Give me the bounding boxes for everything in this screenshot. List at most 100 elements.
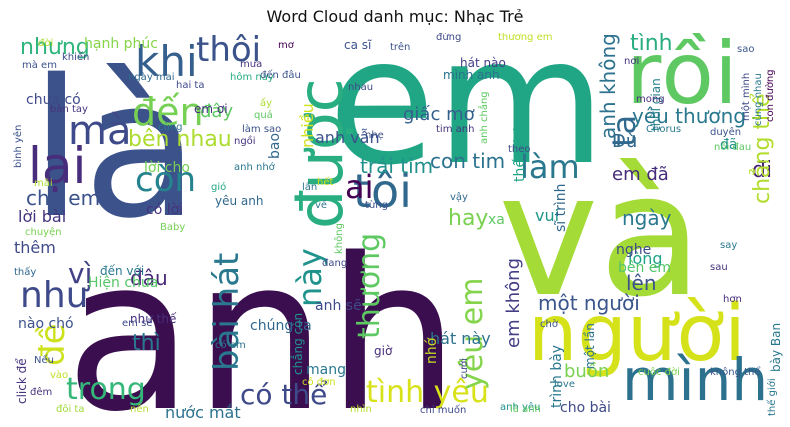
word-doi-ta: đôi ta [56, 404, 85, 415]
word-hai-ta: hai ta [176, 80, 205, 91]
word-ban-tay: bàn tay [50, 104, 88, 115]
word-loi-cho: lời cho [144, 160, 190, 176]
word-co-don: cô đơn [302, 377, 336, 388]
word-long: lòng [628, 249, 663, 268]
word-cho-em: cho em [26, 186, 101, 210]
word-them: thêm [14, 238, 56, 257]
word-gio: gió [211, 182, 227, 193]
word-nhin: nhìn [350, 404, 372, 415]
word-em-se: em sẽ [122, 318, 153, 329]
word-yeu-anh: yêu anh [215, 194, 264, 208]
word-duyen: duyên [710, 127, 742, 138]
word-la: là [30, 39, 200, 260]
word-xa: xa [488, 212, 505, 228]
word-cloud: anh là em và người rồi mình được lại tôi khi mà đến t… [10, 33, 784, 420]
word-nao-cho: nào chó [18, 316, 74, 332]
word-thuong: thương [352, 232, 387, 339]
word-say: say [720, 240, 738, 251]
word-bao: bao [267, 132, 283, 159]
word-co-loi: có lời [146, 202, 184, 218]
word-doi: đời [38, 38, 54, 49]
word-em: em [328, 33, 607, 204]
word-co-em: có em [215, 340, 246, 351]
word-the-gioi: thế giới [767, 378, 778, 416]
word-chi-muon: chỉ muốn [420, 405, 467, 416]
word-cuoi: cười [459, 358, 470, 379]
word-bay-ban: bày Ban [769, 322, 783, 372]
word-cuoc-doi: cuộc đời [638, 367, 680, 378]
word-dung: đừng [436, 33, 462, 43]
word-chuyen: chuyện [25, 227, 62, 238]
word-anh-nho: anh nhớ [234, 162, 275, 173]
word-anh: anh [65, 213, 460, 421]
word-lan: lần [302, 182, 318, 193]
word-love: love [554, 379, 575, 390]
word-si-trinh: sĩ trình [553, 183, 569, 232]
word-ve: về [315, 200, 328, 211]
word-nhu-the: như thế [130, 312, 177, 326]
word-vi: vì [68, 257, 93, 290]
word-tinh: tình [630, 33, 673, 56]
word-nhieu: nhiều [298, 103, 317, 148]
word-hon: hơn [723, 294, 742, 305]
word-bai-hat: bài hát [207, 252, 247, 371]
word-mong: mong [636, 94, 665, 105]
word-sau: sau [710, 262, 728, 273]
word-sao: sao [737, 44, 755, 55]
word-cung: cùng [158, 122, 183, 133]
word-tren: trên [390, 42, 411, 53]
word-khong: không [334, 223, 345, 254]
word-va: và [498, 137, 703, 335]
word-mot-lan: một lần [583, 323, 597, 369]
word-vui: vui [535, 206, 560, 225]
word-mua: mưa [240, 59, 263, 70]
word-nuoc-mat: nước mắt [165, 403, 241, 421]
word-dem: đêm [30, 387, 53, 398]
word-hanh-phuc: hạnh phúc [84, 36, 158, 52]
word-anh-chang: anh chẳng [479, 91, 490, 144]
word-mo: mơ [278, 40, 294, 51]
word-den-voi: đến với [100, 264, 145, 278]
word-thuong-em: thương em [498, 33, 553, 43]
word-vao: vào [50, 370, 69, 381]
word-ca-si: ca sĩ [344, 38, 372, 52]
word-ben-nhau: bên nhau [128, 127, 232, 152]
word-nhau: nhau [348, 82, 374, 93]
word-nguoi: người [528, 289, 746, 379]
word-thoi: thôi [196, 33, 262, 70]
word-neu: Nếu [34, 355, 54, 366]
word-click-de: click để [15, 358, 29, 404]
word-chua-co: chưa có [26, 92, 81, 108]
word-con-duong: con đường [765, 69, 776, 122]
word-chung-ta: chúng ta [250, 318, 312, 334]
word-khi: khi [135, 37, 198, 86]
word-di: đi [752, 158, 773, 183]
word-con-tim: con tim [430, 149, 506, 173]
word-khong-the: không thể [710, 367, 761, 378]
word-cung-nhau: cùng nhau [753, 73, 764, 126]
word-lam-sao: làm sao [242, 124, 282, 135]
word-trinh-bay: trình bày [549, 344, 565, 408]
word-tung: từng [365, 200, 388, 211]
word-tim-anh: tim anh [436, 124, 475, 135]
word-thay: thấy [14, 267, 37, 278]
word-giac-mo: giấc mơ [403, 104, 475, 125]
word-em-da: em đã [612, 164, 669, 185]
word-mai: mãi [34, 178, 53, 189]
word-tinh-yeu: tình yêu [366, 375, 489, 410]
word-len: lên [626, 271, 657, 295]
word-la-anh: là anh [510, 404, 541, 415]
word-nhe: nhẹ [365, 130, 384, 141]
word-ngay-mai: ngày mai [128, 72, 175, 83]
word-hat-nay: hát này [430, 329, 491, 348]
word-chang-con: chẳng còn [291, 312, 305, 375]
word-theo: theo [508, 144, 531, 155]
chart-title: Word Cloud danh mục: Nhạc Trẻ [266, 7, 524, 26]
word-con: còn [135, 160, 197, 200]
word-dang: đang [322, 258, 348, 269]
word-em-khong: em không [503, 257, 524, 348]
word-mang: mang [306, 362, 346, 378]
word-thi: thì [132, 331, 161, 356]
word-nhung: nhưng [20, 35, 90, 60]
word-loi-bai: lời bài [18, 207, 67, 226]
